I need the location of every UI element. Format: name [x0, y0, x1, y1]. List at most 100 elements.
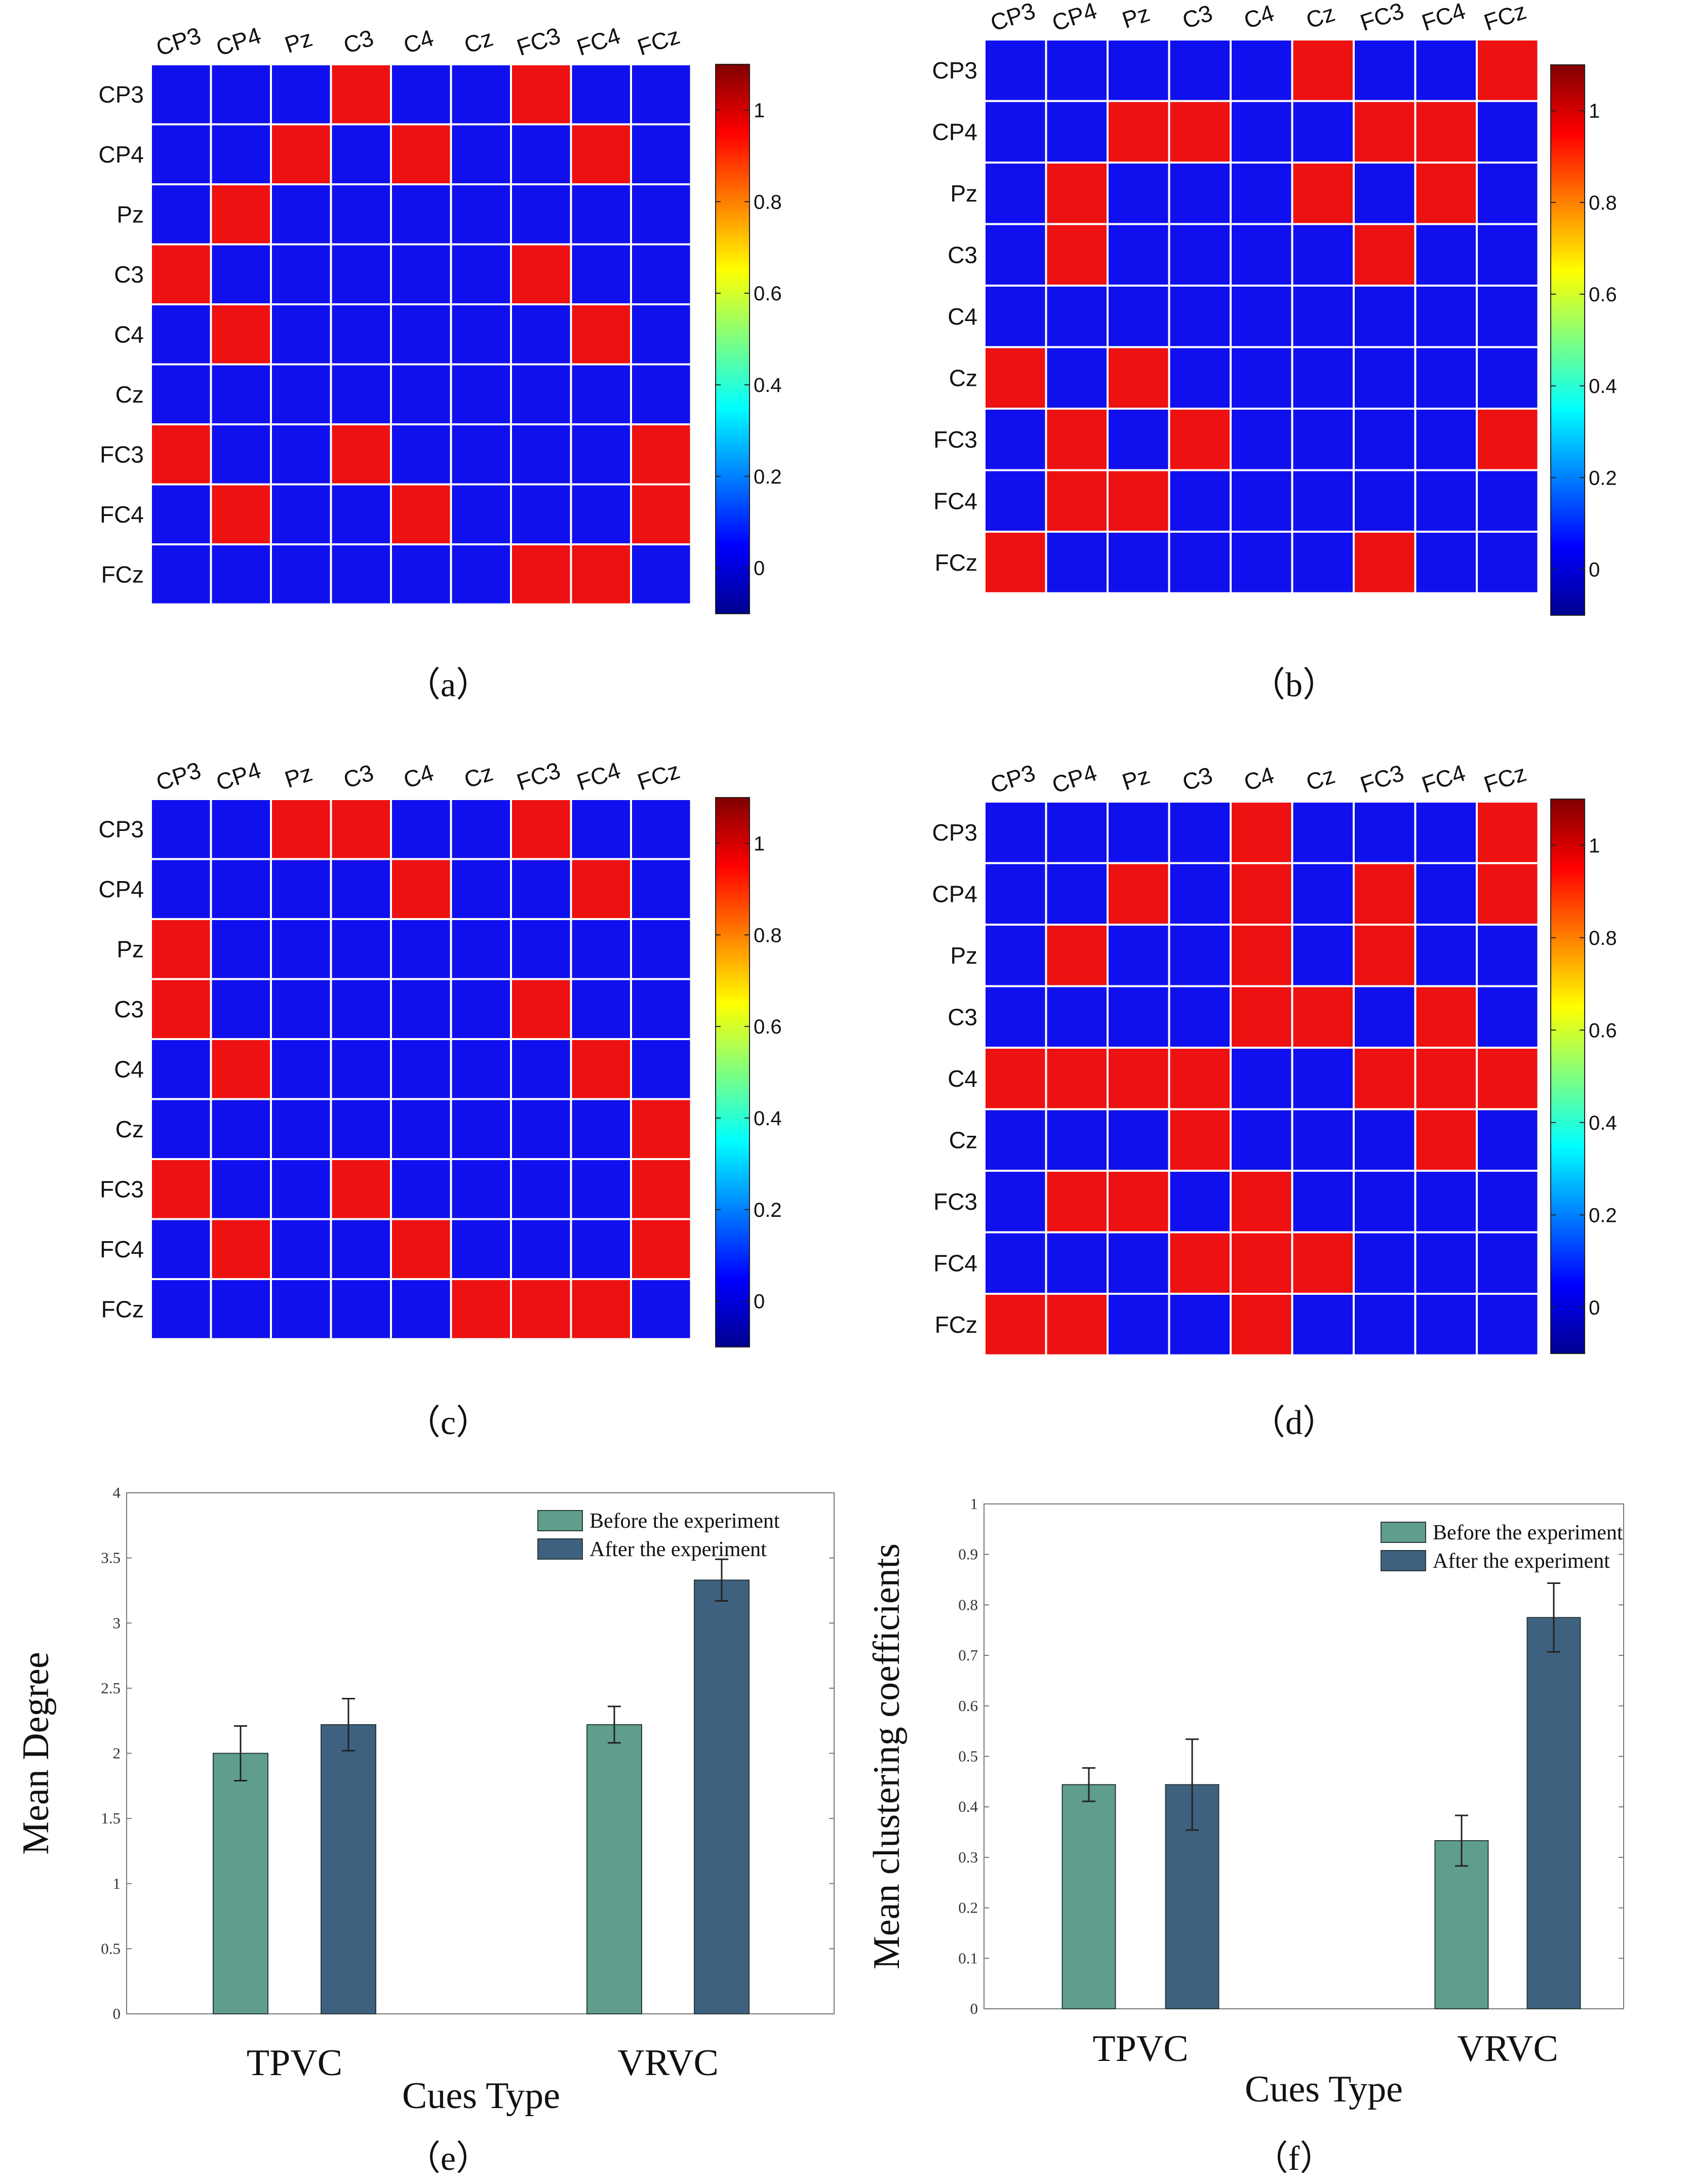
- heatmap-cell-r6-c1: [212, 1160, 270, 1218]
- heatmap-cell-r1-c6: [512, 125, 570, 183]
- row-label: FCz: [935, 1312, 977, 1338]
- heatmap-cell-r6-c5: [452, 425, 510, 484]
- column-label: CP4: [213, 22, 264, 61]
- column-label: FCz: [1481, 0, 1529, 36]
- bar-chart-panel-f: 0 0.1 0.2 0.3 0.4 0.5 0.6 0.7 0.8 0.9 1 TPVC VRVC Cue…: [866, 1495, 1624, 2177]
- heatmap-panel-b: CP3 CP4 Pz C3 C4 Cz FC3 FC4 FCz CP3 CP4 Pz C3 C4 Cz FC3…: [932, 0, 1617, 704]
- heatmap-cell-r0-c0: [986, 41, 1045, 100]
- heatmap-cell-r3-c3: [1170, 987, 1230, 1047]
- heatmap-cell-r6-c5: [1293, 1172, 1353, 1232]
- heatmap-cell-r2-c2: [1109, 164, 1168, 223]
- heatmap-cell-r2-c8: [632, 185, 690, 244]
- heatmap-cell-r3-c6: [1355, 225, 1414, 285]
- heatmap-cell-r2-c7: [1416, 926, 1476, 985]
- row-label: FC3: [100, 441, 144, 467]
- bar-before-tpvc: [1061, 1784, 1116, 2010]
- heatmap-cell-r7-c6: [512, 485, 570, 543]
- row-label: CP4: [99, 141, 144, 168]
- row-label: C3: [114, 261, 144, 288]
- row-label: FCz: [935, 549, 977, 576]
- heatmap-cell-r8-c6: [1355, 1295, 1414, 1355]
- heatmap-cell-r1-c3: [1170, 102, 1230, 162]
- column-label: FC3: [1357, 760, 1407, 798]
- heatmap-cell-r1-c2: [1109, 864, 1168, 924]
- y-tick-label: 0.5: [958, 1748, 978, 1765]
- heatmap-cell-r6-c3: [1170, 410, 1230, 469]
- heatmap-cell-r3-c1: [1047, 225, 1107, 285]
- row-label: Cz: [115, 1116, 144, 1142]
- category-label: TPVC: [1092, 2028, 1188, 2070]
- heatmap-cell-r5-c0: [986, 348, 1045, 408]
- heatmap-cell-r8-c7: [1416, 1295, 1476, 1355]
- heatmap-cell-r3-c7: [572, 980, 630, 1038]
- heatmap-cell-r5-c7: [572, 1100, 630, 1158]
- heatmap-cell-r4-c6: [512, 305, 570, 364]
- heatmap-cell-r6-c6: [1355, 410, 1414, 469]
- heatmap-cell-r7-c2: [272, 485, 330, 543]
- heatmap-cell-r1-c4: [1232, 864, 1291, 924]
- heatmap-cell-r5-c2: [272, 1100, 330, 1158]
- heatmap-cell-r3-c7: [1416, 225, 1476, 285]
- y-tick-label: 0.4: [958, 1798, 978, 1815]
- colorbar-tick-label: 0.2: [1589, 467, 1617, 489]
- y-tick-label: 0: [970, 2000, 978, 2017]
- row-label: FCz: [101, 1296, 144, 1322]
- heatmap-cell-r8-c3: [332, 545, 390, 604]
- heatmap-cell-r2-c2: [272, 185, 330, 244]
- heatmap-cell-r6-c8: [1478, 410, 1538, 469]
- column-label: CP4: [213, 757, 264, 796]
- heatmap-cell-r4-c3: [332, 305, 390, 364]
- heatmap-cell-r7-c1: [1047, 471, 1107, 531]
- heatmap-cell-r5-c5: [452, 1100, 510, 1158]
- heatmap-cell-r2-c0: [986, 926, 1045, 985]
- heatmap-cell-r7-c6: [1355, 1233, 1414, 1293]
- column-label: CP4: [1049, 759, 1100, 798]
- heatmap-cell-r8-c2: [272, 545, 330, 604]
- row-label: CP4: [99, 876, 144, 902]
- colorbar-tick-label: 0.8: [1589, 927, 1617, 949]
- heatmap-cell-r6-c2: [272, 1160, 330, 1218]
- heatmap-cell-r7-c1: [212, 485, 270, 543]
- panel-caption: （d）: [1251, 1403, 1337, 1442]
- heatmap-cell-r1-c0: [152, 125, 210, 183]
- column-label: FC3: [514, 22, 564, 61]
- heatmap-cell-r6-c7: [1416, 410, 1476, 469]
- heatmap-cell-r6-c0: [986, 1172, 1045, 1232]
- heatmap-cell-r4-c2: [272, 305, 330, 364]
- heatmap-cell-r0-c3: [332, 800, 390, 858]
- heatmap-cell-r0-c7: [572, 65, 630, 124]
- row-label: FC4: [100, 1236, 144, 1262]
- heatmap-cell-r8-c8: [632, 1280, 690, 1338]
- heatmap-cell-r2-c8: [1478, 164, 1538, 223]
- heatmap-cell-r5-c1: [212, 1100, 270, 1158]
- heatmap-cell-r0-c4: [392, 65, 450, 124]
- heatmap-cell-r1-c2: [272, 860, 330, 918]
- heatmap-cell-r7-c3: [1170, 1233, 1230, 1293]
- heatmap-cell-r2-c0: [152, 185, 210, 244]
- heatmap-cell-r2-c8: [632, 920, 690, 978]
- heatmap-cell-r7-c7: [572, 1220, 630, 1278]
- heatmap-cell-r4-c1: [212, 305, 270, 364]
- heatmap-cell-r2-c3: [332, 185, 390, 244]
- heatmap-cell-r4-c1: [1047, 287, 1107, 346]
- heatmap-cell-r6-c6: [512, 1160, 570, 1218]
- heatmap-cell-r1-c1: [212, 860, 270, 918]
- heatmap-cell-r7-c4: [392, 485, 450, 543]
- heatmap-cell-r5-c2: [272, 365, 330, 423]
- heatmap-cell-r1-c1: [1047, 102, 1107, 162]
- colorbar-tick-label: 1: [754, 99, 765, 122]
- heatmap-cell-r0-c8: [632, 65, 690, 124]
- heatmap-cell-r0-c8: [632, 800, 690, 858]
- heatmap-cell-r8-c7: [1416, 533, 1476, 592]
- row-label: C3: [948, 1004, 977, 1030]
- heatmap-cell-r6-c4: [392, 1160, 450, 1218]
- heatmap-cell-r8-c2: [272, 1280, 330, 1338]
- panel-caption: （a）: [406, 665, 490, 704]
- heatmap-cell-r2-c1: [212, 920, 270, 978]
- heatmap-cell-r7-c0: [152, 1220, 210, 1278]
- column-label: FC4: [573, 22, 623, 61]
- column-label: C3: [1179, 762, 1215, 796]
- heatmap-cell-r1-c6: [1355, 102, 1414, 162]
- heatmap-cell-r7-c7: [1416, 471, 1476, 531]
- heatmap-cell-r5-c7: [572, 365, 630, 423]
